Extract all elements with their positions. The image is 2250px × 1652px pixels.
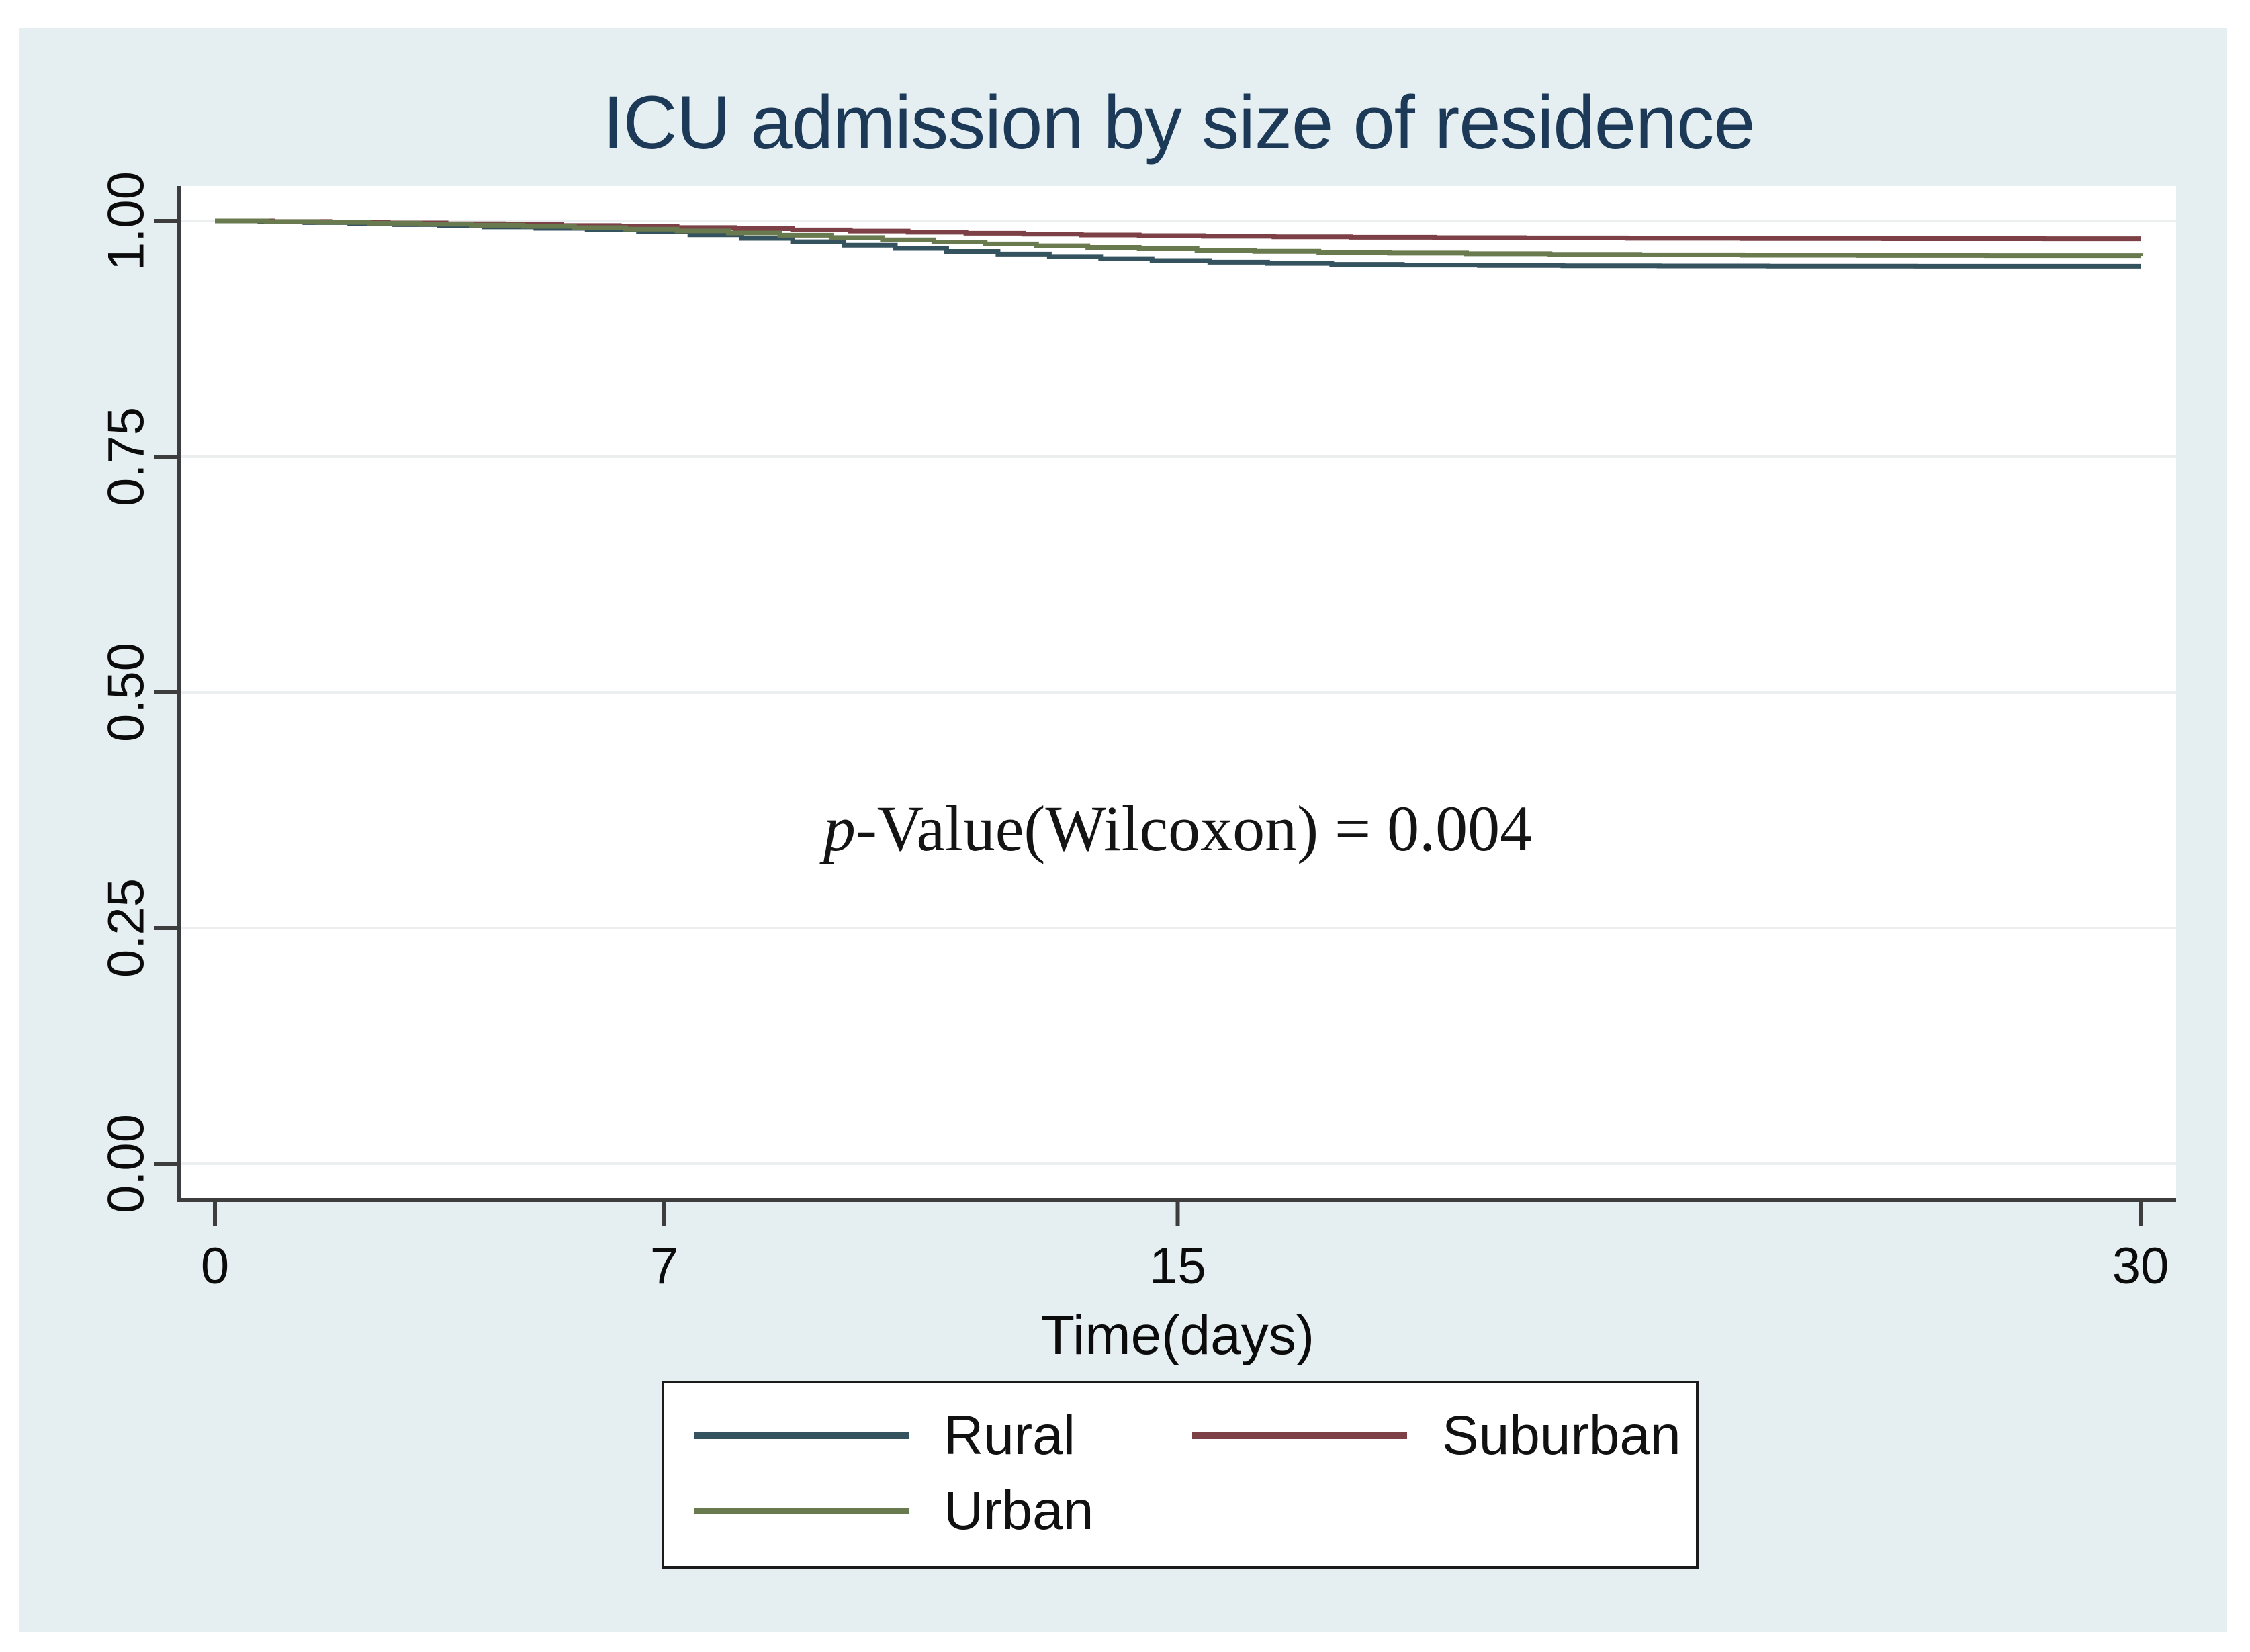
- y-axis-tick-label-0.00: 0.00: [97, 1114, 155, 1213]
- legend-grid: Rural Suburban Urban: [664, 1383, 1696, 1549]
- legend-swatch-urban: [694, 1508, 909, 1514]
- x-axis-tick-label-15: 15: [1149, 1238, 1206, 1295]
- x-axis-tick-label-30: 30: [2112, 1238, 2169, 1295]
- legend-item-suburban: Suburban: [1192, 1398, 1696, 1473]
- x-axis-tick-label-7: 7: [649, 1238, 679, 1295]
- y-axis-tick-label-0.25: 0.25: [97, 878, 155, 978]
- y-axis-tick-label-1.00: 1.00: [97, 171, 155, 271]
- legend-item-rural: Rural: [694, 1398, 1192, 1473]
- legend-label-suburban: Suburban: [1442, 1405, 1681, 1466]
- y-axis-tick-label-0.50: 0.50: [97, 643, 155, 742]
- legend: Rural Suburban Urban: [662, 1381, 1699, 1569]
- legend-label-urban: Urban: [944, 1480, 1094, 1541]
- y-axis-tick-label-0.75: 0.75: [97, 407, 155, 506]
- p-value-text: -Value(Wilcoxon) = 0.004: [855, 792, 1533, 864]
- x-axis-label: Time(days): [1041, 1305, 1314, 1366]
- p-value-italic-p: p: [823, 792, 856, 864]
- legend-swatch-rural: [694, 1432, 909, 1439]
- legend-item-urban: Urban: [694, 1473, 1192, 1549]
- legend-swatch-suburban: [1192, 1432, 1407, 1439]
- x-axis-tick-label-0: 0: [200, 1238, 230, 1295]
- legend-label-rural: Rural: [944, 1405, 1075, 1466]
- curve-urban: [215, 218, 2143, 259]
- p-value-annotation: p-Value(Wilcoxon) = 0.004: [179, 791, 2176, 866]
- chart-title: ICU admission by size of residence: [602, 81, 1755, 165]
